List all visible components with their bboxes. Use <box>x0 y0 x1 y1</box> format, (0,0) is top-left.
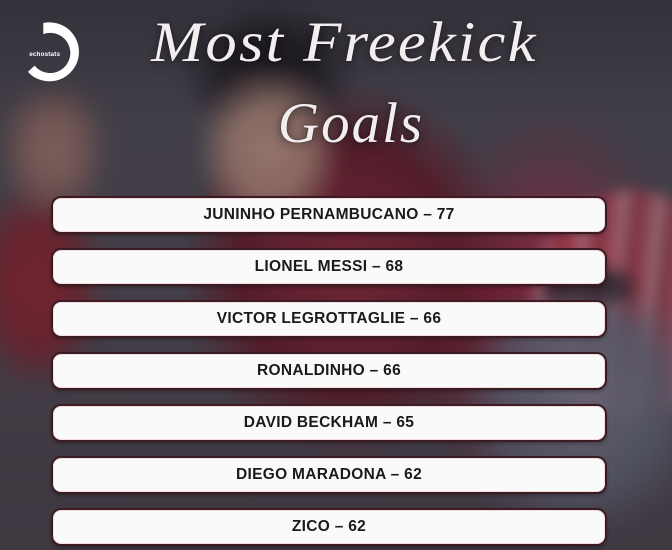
svg-text:echostats: echostats <box>29 51 60 58</box>
